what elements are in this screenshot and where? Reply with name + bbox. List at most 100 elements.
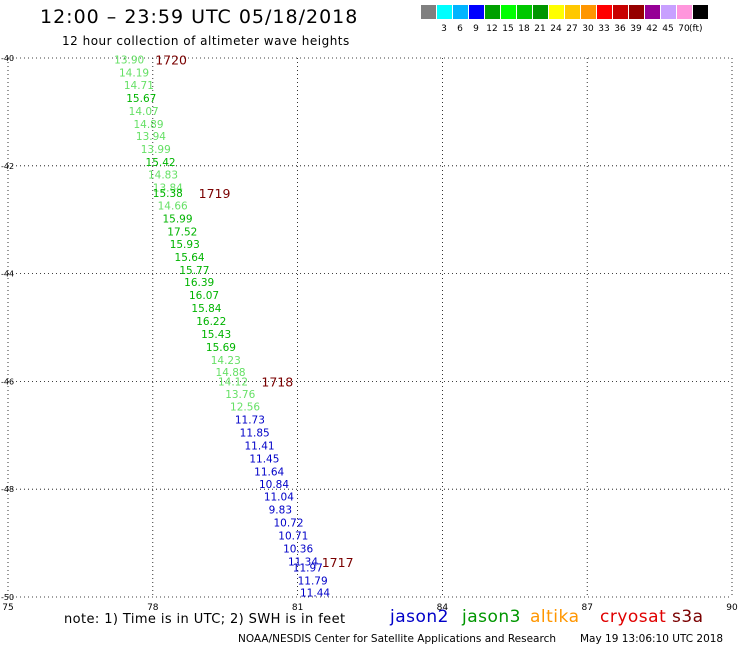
legend-unit: (ft) — [689, 24, 703, 34]
wave-height-value: 15.64 — [175, 252, 205, 264]
legend-swatch — [565, 5, 581, 19]
wave-height-value: 14.23 — [211, 355, 241, 367]
wave-height-value: 17.52 — [167, 227, 197, 239]
wave-height-value: 11.44 — [300, 588, 330, 600]
satellite-altika: altika — [530, 607, 580, 627]
wave-height-value: 16.07 — [189, 290, 219, 302]
credit-text: NOAA/NESDIS Center for Satellite Applica… — [238, 633, 556, 645]
legend-swatch — [501, 5, 517, 19]
wave-height-value: 14.19 — [119, 68, 149, 80]
wave-height-value: 13.76 — [225, 389, 255, 401]
lat-tick-label: -50 — [1, 593, 14, 602]
lon-tick-label: 78 — [147, 603, 159, 613]
time-label: 1718 — [261, 374, 293, 389]
legend-swatch — [629, 5, 645, 19]
wave-height-value: 11.79 — [298, 575, 328, 587]
wave-height-value: 12.56 — [230, 402, 260, 414]
wave-height-value: 11.64 — [254, 466, 284, 478]
legend-label: 3 — [441, 24, 447, 34]
wave-height-value: 9.83 — [269, 505, 292, 517]
wave-height-value: 13.84 — [153, 182, 183, 194]
wave-height-value: 11.97 — [293, 562, 323, 574]
wave-height-value: 13.94 — [136, 131, 166, 143]
lon-tick-label: 87 — [581, 603, 592, 613]
wave-height-value: 15.99 — [162, 214, 192, 226]
lon-tick-label: 90 — [726, 603, 738, 613]
legend-swatch — [677, 5, 693, 19]
legend-label: 27 — [566, 24, 578, 34]
legend-label: 33 — [598, 24, 610, 34]
satellite-cryosat: cryosat — [600, 607, 667, 627]
wave-height-value: 13.90 — [114, 55, 144, 67]
wave-height-value: 14.66 — [158, 201, 188, 213]
legend-label: 30 — [582, 24, 594, 34]
time-label: 1717 — [322, 555, 354, 570]
legend-label: 36 — [614, 24, 626, 34]
lon-tick-label: 75 — [2, 603, 13, 613]
wave-height-value: 16.22 — [196, 316, 226, 328]
legend-label: 21 — [534, 24, 546, 34]
legend-swatch — [661, 5, 677, 19]
wave-height-value: 15.38 — [153, 188, 183, 200]
legend-label: 39 — [630, 24, 642, 34]
legend-swatch — [693, 5, 709, 19]
wave-height-value: 10.36 — [283, 543, 313, 555]
lat-tick-label: -44 — [1, 270, 14, 279]
lon-tick-label: 81 — [292, 603, 303, 613]
legend-label: 9 — [473, 24, 479, 34]
legend-swatch — [437, 5, 453, 19]
map-subtitle: 12 hour collection of altimeter wave hei… — [62, 34, 350, 48]
time-label: 1720 — [155, 53, 187, 68]
wave-height-value: 11.85 — [240, 428, 270, 440]
legend-swatch — [485, 5, 501, 19]
legend-label: 24 — [550, 24, 562, 34]
wave-height-value: 14.89 — [133, 119, 163, 131]
legend-swatch — [517, 5, 533, 19]
map-title: 12:00 – 23:59 UTC 05/18/2018 — [40, 6, 359, 28]
wave-height-value: 13.99 — [141, 144, 171, 156]
footnote: note: 1) Time is in UTC; 2) SWH is in fe… — [64, 612, 346, 627]
legend-label: 42 — [646, 24, 658, 34]
wave-height-value: 14.12 — [218, 376, 248, 388]
legend-swatch — [581, 5, 597, 19]
wave-height-value: 15.69 — [206, 342, 236, 354]
time-label: 1719 — [199, 186, 231, 201]
wave-height-value: 10.72 — [273, 518, 303, 530]
legend-label: 18 — [518, 24, 530, 34]
legend-label: 45 — [662, 24, 674, 34]
lat-tick-label: -46 — [1, 377, 14, 386]
wave-height-value: 11.34 — [288, 556, 318, 568]
generated-timestamp: May 19 13:06:10 UTC 2018 — [580, 633, 724, 645]
legend-swatch — [421, 5, 437, 19]
lat-tick-label: -42 — [1, 162, 14, 171]
wave-height-value: 14.71 — [124, 80, 154, 92]
wave-height-value: 15.84 — [191, 303, 221, 315]
wave-height-value: 11.41 — [245, 441, 275, 453]
wave-height-value: 15.77 — [179, 265, 209, 277]
wave-height-value: 11.45 — [249, 453, 279, 465]
legend-swatch — [645, 5, 661, 19]
wave-height-value: 10.71 — [278, 531, 308, 543]
wave-height-value: 15.43 — [201, 329, 231, 341]
wave-height-value: 14.83 — [148, 169, 178, 181]
wave-height-value: 14.88 — [216, 367, 246, 379]
wave-height-value: 14.07 — [129, 106, 159, 118]
legend-swatch — [549, 5, 565, 19]
wave-height-value: 10.84 — [259, 479, 289, 491]
lat-tick-label: -40 — [1, 54, 14, 63]
legend-swatch — [469, 5, 485, 19]
wave-height-value: 11.73 — [235, 415, 265, 427]
legend-swatch — [613, 5, 629, 19]
legend-swatch — [533, 5, 549, 19]
wave-height-value: 11.04 — [264, 492, 294, 504]
legend-swatch — [453, 5, 469, 19]
wave-height-value: 15.93 — [170, 239, 200, 251]
legend-label: 70 — [678, 24, 690, 34]
wave-height-value: 15.67 — [126, 93, 156, 105]
lat-tick-label: -48 — [1, 485, 14, 494]
lon-tick-label: 84 — [437, 603, 449, 613]
satellite-s3a: s3a — [672, 607, 704, 627]
wave-height-value: 16.39 — [184, 277, 214, 289]
satellite-jason3: jason3 — [462, 607, 521, 627]
